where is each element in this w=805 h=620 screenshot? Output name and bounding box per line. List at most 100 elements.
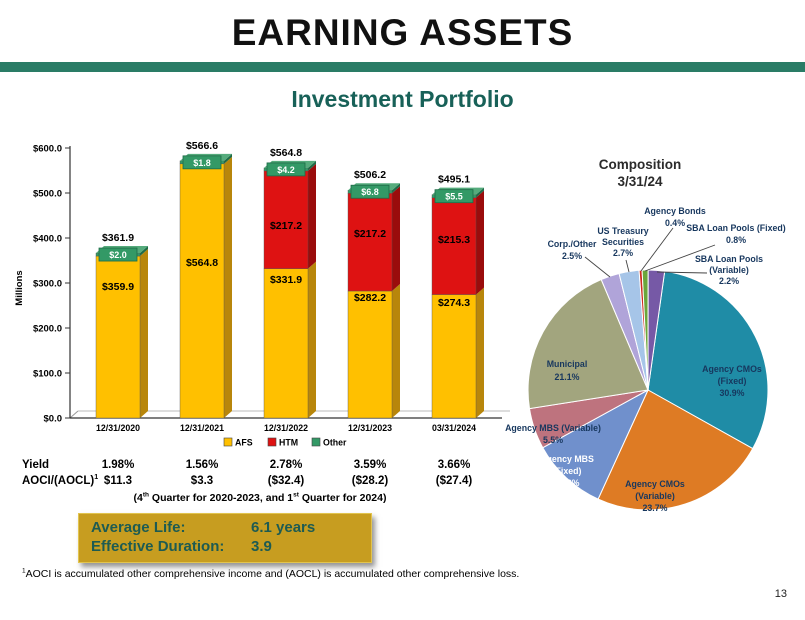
footnote: 1AOCI is accumulated other comprehensive… [22, 567, 520, 580]
bar-segment-side [476, 187, 484, 198]
pie-slice-label: 10.2% [555, 478, 580, 488]
pie-slice [647, 270, 769, 450]
bar-total-label: $564.8 [270, 147, 302, 159]
bar-segment [347, 193, 393, 292]
average-life-row: Average Life: 6.1 years [91, 518, 361, 537]
y-axis-tick-label: $100.0 [33, 369, 62, 380]
afs-segment-label: $359.9 [102, 281, 134, 293]
pie-chart-svg: Agency CMOs (Fixed) 30.9% Agency CMOs (Varia… [505, 206, 786, 513]
afs-segment-label: $564.8 [186, 257, 218, 269]
pie-slice-label: Municipal [547, 359, 588, 369]
yield-row-label: Yield [22, 459, 50, 471]
pie-chart: Agency CMOs (Fixed) 30.9% Agency CMOs (Varia… [505, 150, 805, 570]
effective-duration-label: Effective Duration: [91, 538, 225, 555]
bar-segment-side [224, 153, 232, 164]
title-divider [0, 62, 805, 72]
slide-title: EARNING ASSETS [231, 12, 574, 53]
afs-segment-label: $331.9 [270, 274, 302, 286]
legend-swatch [223, 437, 233, 447]
pie-slice-label: 2.7% [613, 248, 633, 258]
bar-segment-side [140, 246, 148, 257]
other-segment-label: $1.8 [193, 158, 211, 168]
pie-leader-line [656, 271, 708, 274]
pie-slice-label: Agency MBS (Variable) [505, 423, 601, 433]
other-segment-label: $2.0 [109, 250, 127, 260]
bar-segment-side [224, 156, 232, 418]
other-segment-chip [266, 162, 306, 177]
pie-slice-label: (Variable) [635, 491, 675, 501]
other-segment-chip [182, 155, 222, 170]
pie-slice-label: Agency Bonds [644, 206, 706, 216]
htm-segment-label: $217.2 [270, 220, 302, 232]
bar-segment [263, 268, 309, 419]
bar-segment [263, 170, 309, 269]
average-life-label: Average Life: [91, 519, 186, 536]
table-cell: $3.3 [190, 475, 214, 487]
pie-slice-label: (Fixed) [718, 376, 747, 386]
bar-segment-side [392, 183, 400, 194]
other-segment-chip [434, 189, 474, 204]
pie-slice-label: Agency CMOs [625, 479, 685, 489]
quarter-note: (4th Quarter for 2020-2023, and 1st Quar… [133, 491, 387, 504]
bar-segment-side [392, 284, 400, 418]
x-axis-category-label: 12/31/2020 [96, 423, 140, 433]
other-segment-chip [98, 247, 138, 262]
pie-slice-label: 23.7% [643, 503, 668, 513]
pie-slice [542, 388, 650, 500]
pie-slice-label: Corp./Other [548, 239, 597, 249]
htm-segment-label: $217.2 [354, 228, 386, 240]
bar-segment [431, 197, 477, 295]
other-segment-label: $4.2 [277, 165, 295, 175]
pie-slice-label: 2.2% [719, 276, 739, 286]
pie-slice-label: 5.5% [543, 435, 563, 445]
bar-segment-side [476, 287, 484, 418]
pie-leader-line [644, 244, 716, 272]
y-axis-tick-label: $400.0 [33, 234, 62, 245]
x-axis-category-label: 12/31/2022 [264, 423, 308, 433]
bar-chart-svg: $0.0 $100.0 $200.0 $300.0 $400.0 $500.0 $600.0… [14, 140, 510, 448]
y-axis-tick-label: $200.0 [33, 324, 62, 335]
htm-segment-label: $215.3 [438, 234, 470, 246]
pie-slice-label: Agency MBS [540, 454, 594, 464]
page-number: 13 [774, 588, 787, 600]
table-cell: ($27.4) [435, 475, 473, 487]
aoci-row-label: AOCI/(AOCL)1 [22, 473, 99, 487]
y-axis-tick-label: $500.0 [33, 189, 62, 200]
pie-slice-label: 2.5% [562, 251, 582, 261]
pie-slice-label: SBA Loan Pools (Fixed) [686, 223, 785, 233]
table-cell: ($32.4) [267, 475, 305, 487]
summary-box: Average Life: 6.1 years Effective Durati… [78, 513, 372, 563]
pie-slice-label: US Treasury [597, 226, 648, 236]
bar-segment-side [476, 190, 484, 295]
y-axis-title: Millions [14, 270, 25, 305]
bar-segment [431, 294, 477, 419]
effective-duration-row: Effective Duration: 3.9 [91, 537, 361, 556]
pie-chart-title: Composition 3/31/24 [565, 156, 715, 190]
bar-segment [179, 163, 225, 419]
bar-total-label: $566.6 [186, 140, 218, 152]
bar-segment [347, 290, 393, 419]
bar-total-label: $361.9 [102, 232, 134, 244]
pie-slice-label: SBA Loan Pools [695, 254, 763, 264]
average-life-value: 6.1 years [251, 519, 316, 536]
pie-title-line2: 3/31/24 [617, 174, 663, 189]
afs-segment-label: $274.3 [438, 297, 470, 309]
pie-slice-label: 0.8% [726, 235, 746, 245]
bar-segment-side [308, 261, 316, 418]
pie-leader-line [640, 227, 674, 272]
pie-slice-label: Securities [602, 237, 644, 247]
bar-total-label: $495.1 [438, 174, 470, 186]
bar-total-label: $506.2 [354, 169, 386, 181]
legend-label: AFS [235, 438, 253, 448]
afs-segment-label: $282.2 [354, 292, 386, 304]
x-axis-category-label: 12/31/2023 [348, 423, 392, 433]
other-segment-chip [350, 184, 390, 199]
pie-slice-label: (Fixed) [553, 466, 582, 476]
pie-slice [597, 389, 754, 511]
pie-leader-line [625, 259, 630, 273]
bar-chart: $0.0 $100.0 $200.0 $300.0 $400.0 $500.0 $600.0… [10, 118, 510, 463]
x-axis-category-label: 03/31/2024 [432, 423, 476, 433]
pie-slice-label: 21.1% [555, 372, 580, 382]
other-segment-label: $6.8 [361, 187, 379, 197]
pie-slice-label: 30.9% [720, 388, 745, 398]
